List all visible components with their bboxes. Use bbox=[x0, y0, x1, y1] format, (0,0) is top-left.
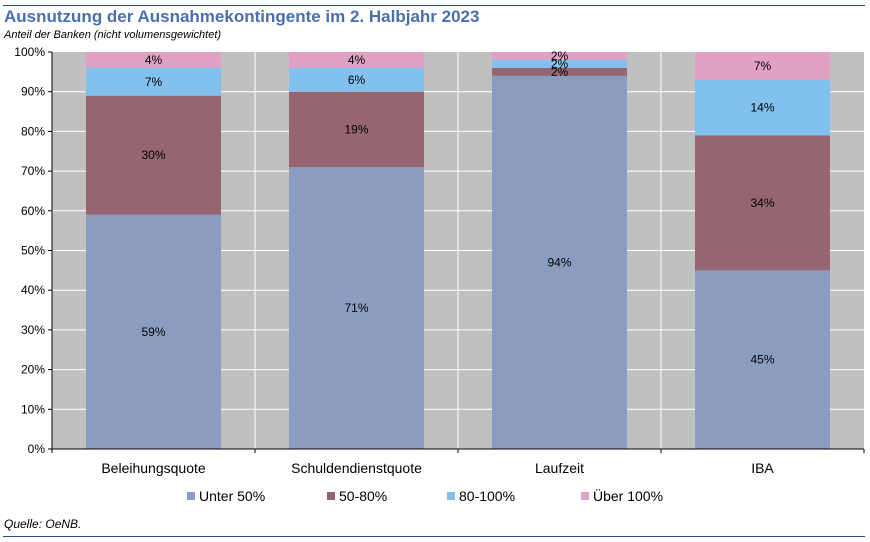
x-tick-label: Laufzeit bbox=[535, 460, 584, 476]
data-label: 2% bbox=[551, 49, 569, 63]
y-tick-label: 30% bbox=[21, 323, 45, 337]
data-label: 4% bbox=[348, 53, 366, 67]
y-tick-label: 90% bbox=[21, 85, 45, 99]
bar-segment bbox=[289, 52, 424, 68]
y-tick-label: 40% bbox=[21, 283, 45, 297]
data-label: 30% bbox=[141, 148, 165, 162]
y-tick-label: 100% bbox=[14, 45, 45, 59]
legend-label: Unter 50% bbox=[199, 488, 265, 504]
bar-segment bbox=[695, 270, 830, 449]
x-tick-label: Beleihungsquote bbox=[101, 460, 206, 476]
chart-title: Ausnutzung der Ausnahmekontingente im 2.… bbox=[4, 7, 480, 26]
y-tick-label: 60% bbox=[21, 204, 45, 218]
data-label: 34% bbox=[750, 196, 774, 210]
data-label: 14% bbox=[750, 101, 774, 115]
bar-segment bbox=[86, 67, 221, 96]
y-tick-label: 70% bbox=[21, 164, 45, 178]
data-label: 4% bbox=[145, 53, 163, 67]
data-label: 2% bbox=[551, 65, 569, 79]
data-label: 7% bbox=[145, 75, 163, 89]
bottom-rule bbox=[3, 536, 865, 537]
bar-segment bbox=[289, 167, 424, 449]
y-tick-label: 50% bbox=[21, 244, 45, 258]
bar-segment bbox=[695, 52, 830, 80]
bar-segment bbox=[492, 59, 627, 68]
y-tick-label: 0% bbox=[28, 442, 46, 456]
legend-label: 80-100% bbox=[459, 488, 515, 504]
legend-label: 50-80% bbox=[339, 488, 387, 504]
chart-subtitle: Anteil der Banken (nicht volumensgewicht… bbox=[4, 29, 222, 41]
data-label: 94% bbox=[547, 255, 571, 269]
bar-segment bbox=[86, 95, 221, 215]
legend-swatch bbox=[327, 492, 335, 500]
legend-swatch bbox=[581, 492, 589, 500]
bar-segments bbox=[86, 52, 830, 449]
legend-label: Über 100% bbox=[593, 487, 663, 504]
bar-segment bbox=[492, 75, 627, 449]
data-label: 2% bbox=[551, 57, 569, 71]
bar-segment bbox=[289, 91, 424, 168]
legend-swatch bbox=[187, 492, 195, 500]
data-label: 19% bbox=[344, 122, 368, 136]
bar-segment bbox=[289, 67, 424, 92]
data-label: 45% bbox=[750, 353, 774, 367]
y-tick-label: 10% bbox=[21, 402, 45, 416]
legend: Unter 50% 50-80% 80-100% Über 100% bbox=[187, 487, 663, 504]
bar-segment bbox=[86, 214, 221, 449]
data-label: 71% bbox=[344, 301, 368, 315]
x-tick-label: IBA bbox=[751, 460, 774, 476]
source-note: Quelle: OeNB. bbox=[4, 517, 82, 531]
y-tick-label: 20% bbox=[21, 363, 45, 377]
data-label: 7% bbox=[754, 59, 772, 73]
data-label: 6% bbox=[348, 73, 366, 87]
bar-segment bbox=[86, 52, 221, 68]
legend-swatch bbox=[447, 492, 455, 500]
bar-segment bbox=[695, 79, 830, 136]
bar-segment bbox=[695, 135, 830, 271]
bar-segment bbox=[492, 52, 627, 60]
x-tick-label: Schuldendienstquote bbox=[291, 460, 422, 476]
data-label: 59% bbox=[141, 325, 165, 339]
bar-segment bbox=[492, 67, 627, 76]
axes: 0% 10% 20% 30% 40% 50% 60% 70% 80% 90% 100% Beleihu… bbox=[14, 45, 865, 476]
data-labels: 59%30%7%4%71%19%6%4%94%2%2%2%45%34%14%7% bbox=[141, 49, 774, 367]
top-rule bbox=[3, 5, 865, 6]
y-tick-label: 80% bbox=[21, 124, 45, 138]
